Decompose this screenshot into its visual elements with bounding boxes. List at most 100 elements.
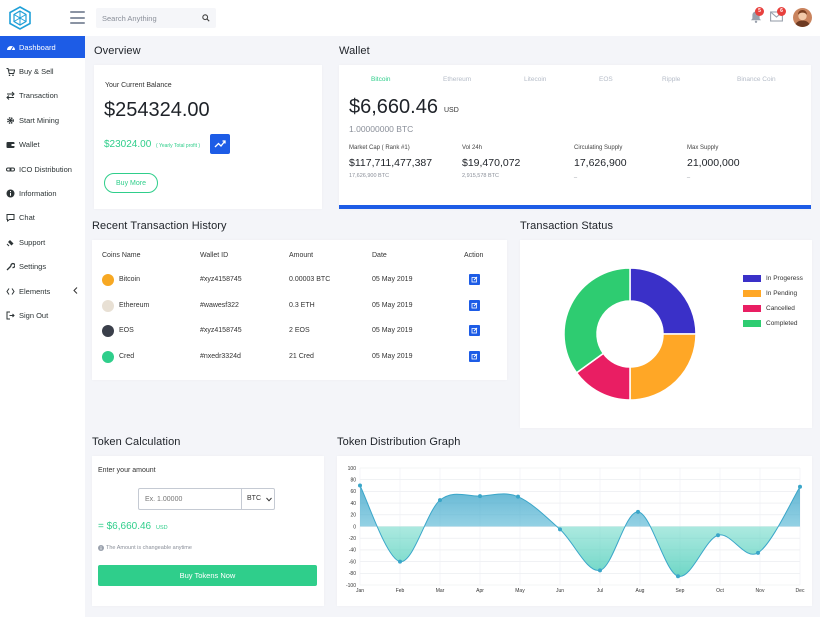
wallet-icon bbox=[6, 140, 15, 149]
table-cell-date: 05 May 2019 bbox=[372, 276, 413, 283]
sidebar-item-label: Start Mining bbox=[19, 115, 60, 125]
user-avatar[interactable] bbox=[793, 8, 812, 27]
buy-tokens-button[interactable]: Buy Tokens Now bbox=[98, 565, 317, 586]
edit-icon bbox=[471, 327, 478, 334]
table-cell-wallet: #xyz4158745 bbox=[200, 276, 242, 283]
edit-icon bbox=[471, 353, 478, 359]
sidebar-item-chat[interactable]: Chat bbox=[0, 207, 85, 229]
table-header: Amount bbox=[289, 252, 314, 259]
edit-action-button[interactable] bbox=[469, 325, 480, 336]
sidebar-item-information[interactable]: Information bbox=[0, 182, 85, 204]
x-tick-label: Sep bbox=[676, 588, 685, 594]
data-point-nov[interactable] bbox=[756, 550, 760, 555]
logo-icon[interactable] bbox=[8, 6, 32, 30]
search-box bbox=[96, 8, 216, 28]
info-icon bbox=[98, 545, 104, 551]
data-point-dec[interactable] bbox=[798, 484, 802, 489]
sidebar-item-ico-distribution[interactable]: ICO Distribution bbox=[0, 158, 85, 180]
wallet-title: Wallet bbox=[339, 45, 370, 57]
sidebar bbox=[0, 36, 85, 617]
data-point-jul[interactable] bbox=[598, 568, 602, 573]
tab-bitcoin[interactable]: Bitcoin bbox=[371, 76, 391, 83]
table-header: Action bbox=[464, 252, 484, 259]
table-cell-date: 05 May 2019 bbox=[372, 301, 413, 309]
tab-ripple[interactable]: Ripple bbox=[662, 76, 681, 83]
signout-icon bbox=[6, 311, 15, 320]
x-tick-label: Jan bbox=[356, 588, 364, 594]
data-point-mar[interactable] bbox=[438, 498, 442, 503]
sidebar-item-transaction[interactable]: Transaction bbox=[0, 85, 85, 107]
search-input[interactable] bbox=[96, 8, 196, 28]
tab-binance-coin[interactable]: Binance Coin bbox=[737, 76, 776, 83]
data-point-jan[interactable] bbox=[358, 483, 362, 488]
y-tick-label: -20 bbox=[349, 536, 356, 542]
sidebar-item-elements[interactable]: Elements bbox=[0, 280, 85, 302]
token-amount-input[interactable] bbox=[139, 489, 241, 509]
tab-litecoin[interactable]: Litecoin bbox=[524, 76, 547, 83]
data-point-aug[interactable] bbox=[636, 509, 640, 514]
sidebar-item-label: Wallet bbox=[19, 140, 40, 150]
chat-icon bbox=[6, 213, 15, 223]
edit-action-button[interactable] bbox=[469, 350, 480, 362]
sidebar-item-support[interactable]: Support bbox=[0, 231, 85, 253]
legend-swatch bbox=[743, 275, 761, 282]
sidebar-item-start-mining[interactable]: Start Mining bbox=[0, 109, 85, 131]
search-icon[interactable] bbox=[202, 14, 210, 22]
yearly-profit-label: ( Yearly Total profit ) bbox=[156, 143, 201, 149]
stat-label: Max Supply bbox=[687, 145, 719, 151]
sidebar-item-sign-out[interactable]: Sign Out bbox=[0, 304, 85, 326]
y-tick-label: -60 bbox=[349, 559, 356, 565]
table-cell-amount: 21 Cred bbox=[289, 352, 314, 360]
token-result-unit: USD bbox=[156, 525, 168, 531]
chevron-left-icon[interactable] bbox=[73, 287, 78, 296]
wallet-btc: 1.00000000 BTC bbox=[349, 124, 414, 134]
sidebar-item-dashboard[interactable]: Dashboard bbox=[0, 36, 85, 58]
chevron-down-icon[interactable] bbox=[266, 497, 272, 502]
donut-slice-in-progeress[interactable] bbox=[629, 267, 697, 335]
x-tick-label: May bbox=[515, 588, 525, 594]
data-point-apr[interactable] bbox=[478, 494, 482, 499]
edit-action-button[interactable] bbox=[469, 299, 480, 311]
data-point-sep[interactable] bbox=[676, 574, 680, 579]
table-cell-date: 05 May 2019 bbox=[372, 327, 413, 334]
token-unit-select[interactable]: BTC bbox=[247, 495, 261, 502]
x-tick-label: Oct bbox=[716, 588, 724, 594]
sidebar-item-label: Transaction bbox=[19, 91, 58, 101]
x-tick-label: Dec bbox=[796, 588, 805, 594]
sidebar-item-wallet[interactable]: Wallet bbox=[0, 134, 85, 156]
y-tick-label: 60 bbox=[350, 489, 356, 495]
stat-label: Market Cap ( Rank #1) bbox=[349, 145, 410, 151]
stat-sub: _ bbox=[574, 173, 578, 179]
sidebar-item-label: Elements bbox=[19, 286, 51, 296]
tab-ethereum[interactable]: Ethereum bbox=[443, 76, 472, 83]
x-tick-label: Feb bbox=[396, 588, 405, 594]
edit-action-button[interactable] bbox=[469, 274, 480, 285]
trend-chart-icon[interactable] bbox=[210, 134, 230, 154]
tab-eos[interactable]: EOS bbox=[599, 76, 613, 83]
x-tick-label: Aug bbox=[636, 588, 645, 594]
donut-slice-completed[interactable] bbox=[563, 267, 631, 374]
y-tick-label: 80 bbox=[350, 478, 356, 484]
wallet-card bbox=[339, 65, 811, 209]
cart-icon bbox=[6, 67, 15, 76]
wrench-icon bbox=[6, 262, 15, 271]
sidebar-item-buy-sell[interactable]: Buy & Sell bbox=[0, 60, 85, 82]
sidebar-item-settings[interactable]: Settings bbox=[0, 256, 85, 278]
data-point-may[interactable] bbox=[516, 494, 520, 499]
table-cell-coin: EOS bbox=[119, 327, 134, 334]
hamburger-menu-icon[interactable] bbox=[70, 11, 85, 24]
buy-more-button[interactable]: Buy More bbox=[104, 173, 158, 193]
donut-slice-in-pending[interactable] bbox=[629, 333, 697, 401]
yearly-profit-value: $23024.00 bbox=[104, 139, 152, 150]
wallet-currency: USD bbox=[444, 107, 459, 114]
data-point-oct[interactable] bbox=[716, 533, 720, 538]
data-point-feb[interactable] bbox=[398, 559, 402, 564]
sidebar-item-label: Support bbox=[19, 237, 46, 247]
x-tick-label: Apr bbox=[476, 588, 484, 594]
y-tick-label: -40 bbox=[349, 548, 356, 554]
token-note: The Amount is changeable anytime bbox=[106, 545, 192, 551]
token-title: Token Calculation bbox=[92, 436, 181, 448]
sidebar-item-label: Settings bbox=[19, 262, 47, 272]
stat-sub: _ bbox=[687, 173, 691, 179]
data-point-jun[interactable] bbox=[558, 527, 562, 532]
